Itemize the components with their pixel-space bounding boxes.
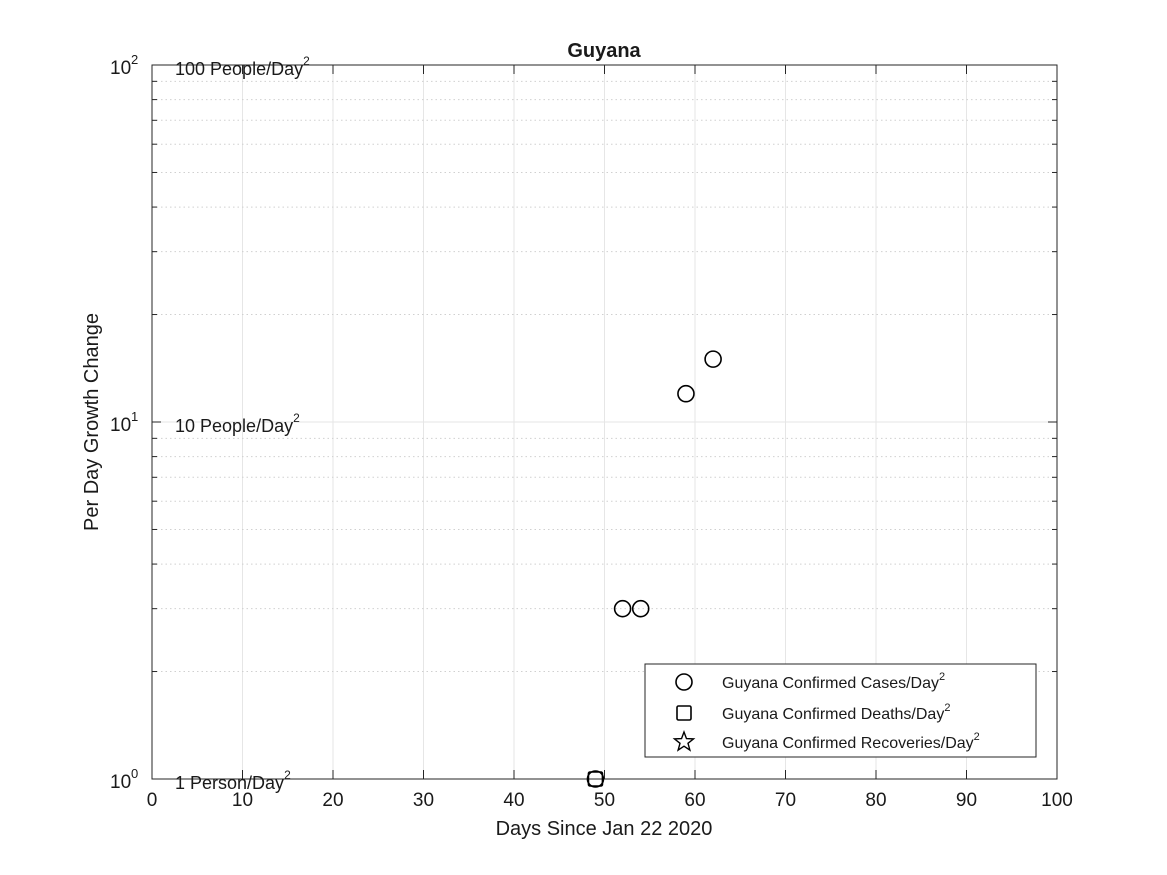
- y-tick-label-base: 10: [110, 58, 131, 79]
- legend-label-text: Guyana Confirmed Cases/Day: [722, 675, 939, 692]
- data-point-circle: [613, 599, 632, 618]
- x-tick-label: 30: [413, 790, 434, 811]
- reference-label-exponent: 2: [284, 768, 291, 782]
- reference-label-text: 100 People/Day: [175, 59, 303, 79]
- legend-label-exponent: 2: [974, 731, 980, 743]
- legend-label-exponent: 2: [944, 702, 950, 714]
- legend-label-exponent: 2: [939, 671, 945, 683]
- y-tick-label-exponent: 2: [131, 52, 138, 67]
- y-tick-label-base: 10: [110, 415, 131, 436]
- x-tick-label: 90: [956, 790, 977, 811]
- reference-label-text: 10 People/Day: [175, 416, 293, 436]
- chart-title: Guyana: [567, 40, 641, 62]
- x-tick-label: 60: [684, 790, 705, 811]
- legend-marker-star: [672, 730, 696, 752]
- y-tick-label-exponent: 0: [131, 766, 138, 781]
- legend-label: Guyana Confirmed Deaths/Day2: [722, 702, 950, 723]
- legend-label: Guyana Confirmed Cases/Day2: [722, 671, 945, 692]
- legend-label-text: Guyana Confirmed Recoveries/Day: [722, 735, 974, 752]
- data-point-circle: [704, 350, 722, 368]
- legend-marker-circle: [675, 673, 693, 691]
- x-tick-labels: 0 10 20 30 40 50 60 70 80 90 100: [147, 790, 1073, 811]
- data-point-circle: [677, 384, 695, 403]
- x-tick-label: 20: [322, 790, 343, 811]
- y-tick-label-base: 10: [110, 772, 131, 793]
- legend-label: Guyana Confirmed Recoveries/Day2: [722, 731, 980, 752]
- data-point-circle: [586, 770, 605, 788]
- reference-label: 100 People/Day2: [175, 54, 310, 79]
- reference-label: 1 Person/Day2: [175, 768, 291, 793]
- x-tick-label: 100: [1041, 790, 1073, 811]
- y-tick-label-exponent: 1: [131, 409, 138, 424]
- reference-label-text: 1 Person/Day: [175, 773, 284, 793]
- x-tick-label: 70: [775, 790, 796, 811]
- legend-label-text: Guyana Confirmed Deaths/Day: [722, 706, 944, 723]
- data-point-square: [587, 771, 604, 787]
- x-axis-label: Days Since Jan 22 2020: [496, 818, 713, 840]
- legend-marker-square: [676, 705, 692, 721]
- axis-ticks: [151, 64, 1058, 780]
- data-point-circle: [631, 599, 650, 618]
- reference-label-exponent: 2: [303, 54, 310, 68]
- y-axis-label: Per Day Growth Change: [81, 313, 103, 531]
- x-tick-label: 80: [865, 790, 886, 811]
- legend-box: [644, 663, 1037, 758]
- x-tick-label: 50: [594, 790, 615, 811]
- x-tick-label: 10: [232, 790, 253, 811]
- reference-label-exponent: 2: [293, 411, 300, 425]
- data-markers: [586, 350, 722, 788]
- x-tick-label: 40: [503, 790, 524, 811]
- x-tick-label: 0: [147, 790, 158, 811]
- reference-label: 10 People/Day2: [175, 411, 300, 436]
